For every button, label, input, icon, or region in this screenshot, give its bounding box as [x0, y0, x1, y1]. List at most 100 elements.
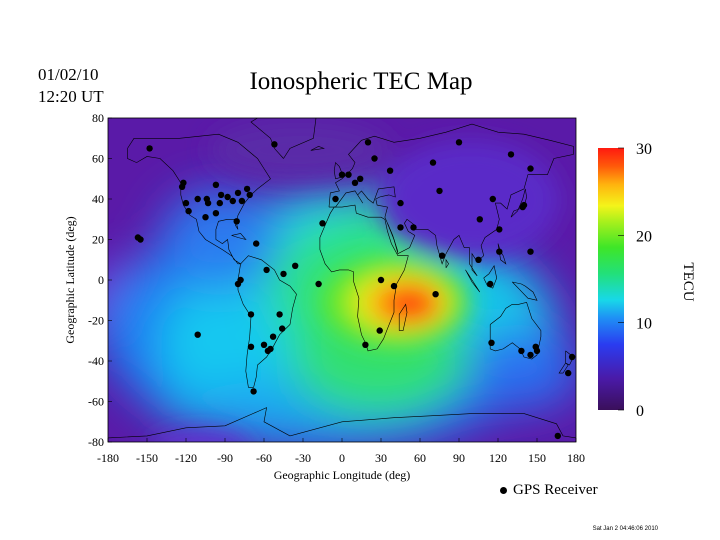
gps-receiver-marker: [250, 388, 257, 395]
x-tick-label: -150: [136, 451, 158, 465]
x-axis-label: Geographic Longitude (deg): [274, 468, 411, 482]
receiver-legend: GPS Receiver: [500, 482, 598, 499]
receiver-markers: [134, 139, 576, 440]
colorbar-tick-label: 10: [636, 316, 652, 333]
gps-receiver-marker: [386, 167, 394, 174]
gps-receiver-marker: [429, 159, 437, 166]
x-tick-label: 120: [489, 451, 507, 465]
x-tick-label: 30: [375, 451, 387, 465]
y-tick-label: -60: [88, 395, 104, 409]
colorbar-tick-label: 30: [636, 141, 652, 158]
coastline-segment: [127, 133, 271, 265]
y-tick-label: -20: [88, 314, 104, 328]
gps-receiver-marker: [496, 226, 503, 233]
gps-receiver-marker: [217, 191, 225, 199]
gps-receiver-marker: [243, 185, 251, 193]
gps-receiver-marker: [234, 280, 242, 288]
generated-timestamp: Sat Jan 2 04:46:06 2010: [592, 526, 658, 532]
coastline-segment: [489, 301, 542, 360]
coastline-segment: [483, 265, 498, 289]
x-tick-label: -120: [175, 451, 197, 465]
gps-receiver-marker: [212, 210, 220, 217]
map-title: Ionospheric TEC Map: [249, 68, 473, 95]
gps-receiver-marker: [554, 432, 561, 440]
gps-receiver-marker: [216, 199, 223, 207]
x-tick-label: 0: [339, 451, 345, 465]
coastline-segment: [328, 123, 574, 277]
gps-receiver-marker: [194, 195, 201, 203]
gps-receiver-marker: [332, 195, 339, 203]
gps-receiver-marker: [338, 171, 346, 178]
y-tick-label: 60: [92, 152, 104, 166]
coastline-segment: [310, 145, 325, 151]
gps-receiver-marker: [279, 325, 286, 332]
receiver-dot-icon: [500, 487, 507, 494]
gps-receiver-marker: [527, 351, 534, 359]
gps-receiver-marker: [371, 155, 378, 162]
coastline-segment: [465, 269, 481, 293]
gps-receiver-marker: [146, 145, 153, 152]
gps-receiver-marker: [376, 327, 383, 334]
coastline-segment: [558, 362, 569, 374]
y-tick-label: 20: [92, 233, 104, 247]
gps-receiver-marker: [351, 179, 359, 186]
gps-receiver-marker: [397, 199, 404, 207]
x-tick-label: -30: [295, 451, 311, 465]
gps-receiver-marker: [568, 353, 576, 361]
colorbar-label: TECU: [680, 262, 696, 301]
y-tick-label: 40: [92, 192, 104, 206]
coastline-segment: [231, 233, 247, 241]
gps-receiver-marker: [362, 341, 369, 348]
gps-receiver-marker: [397, 224, 404, 231]
y-tick-label: 0: [98, 273, 104, 287]
gps-receiver-marker: [182, 199, 190, 207]
gps-receiver-marker: [377, 276, 385, 284]
gps-receiver-marker: [233, 218, 240, 225]
colorbar: [598, 148, 624, 410]
gps-receiver-marker: [357, 175, 364, 182]
gps-receiver-marker: [212, 181, 220, 188]
coastline-segment: [387, 223, 399, 252]
timestamp: 01/02/10 12:20 UT: [38, 64, 104, 108]
gps-receiver-marker: [260, 341, 268, 348]
gps-receiver-marker: [565, 369, 572, 377]
y-tick-label: -40: [88, 354, 104, 368]
gps-receiver-marker: [489, 195, 496, 203]
y-tick-label: 80: [92, 111, 104, 125]
gps-receiver-marker: [390, 282, 398, 290]
x-tick-label: 60: [414, 451, 426, 465]
gps-receiver-marker: [271, 141, 278, 148]
gps-receiver-marker: [292, 262, 299, 269]
gps-receiver-marker: [267, 345, 274, 353]
time-label: 12:20 UT: [38, 87, 104, 106]
gps-receiver-marker: [518, 347, 525, 355]
gps-receiver-marker: [533, 347, 541, 355]
colorbar-tick-label: 20: [636, 228, 652, 245]
x-tick-label: -60: [256, 451, 272, 465]
gps-receiver-marker: [229, 197, 236, 205]
gps-receiver-marker: [224, 193, 231, 201]
y-axis-label: Geographic Latitude (deg): [63, 216, 77, 343]
gps-receiver-marker: [253, 240, 260, 247]
gps-receiver-marker: [487, 280, 494, 288]
coastline-segment: [108, 407, 576, 439]
x-tick-label: -180: [97, 451, 119, 465]
colorbar-tick-label: 0: [636, 403, 644, 420]
gps-receiver-marker: [194, 331, 201, 338]
gps-receiver-marker: [475, 256, 482, 263]
gps-receiver-marker: [247, 311, 255, 318]
gps-receiver-marker: [247, 343, 255, 350]
coastline-segment: [445, 258, 449, 269]
gps-receiver-marker: [319, 220, 326, 227]
tec-map-area: [108, 118, 576, 442]
gps-receiver-marker: [410, 224, 417, 231]
coastline-segment: [510, 188, 527, 218]
gps-receiver-marker: [234, 189, 242, 197]
gps-receiver-marker: [238, 197, 246, 205]
gps-receiver-marker: [520, 201, 528, 209]
x-tick-label: 180: [567, 451, 585, 465]
gps-receiver-marker: [364, 139, 372, 146]
gps-receiver-marker: [185, 207, 192, 215]
gps-receiver-marker: [507, 151, 515, 158]
